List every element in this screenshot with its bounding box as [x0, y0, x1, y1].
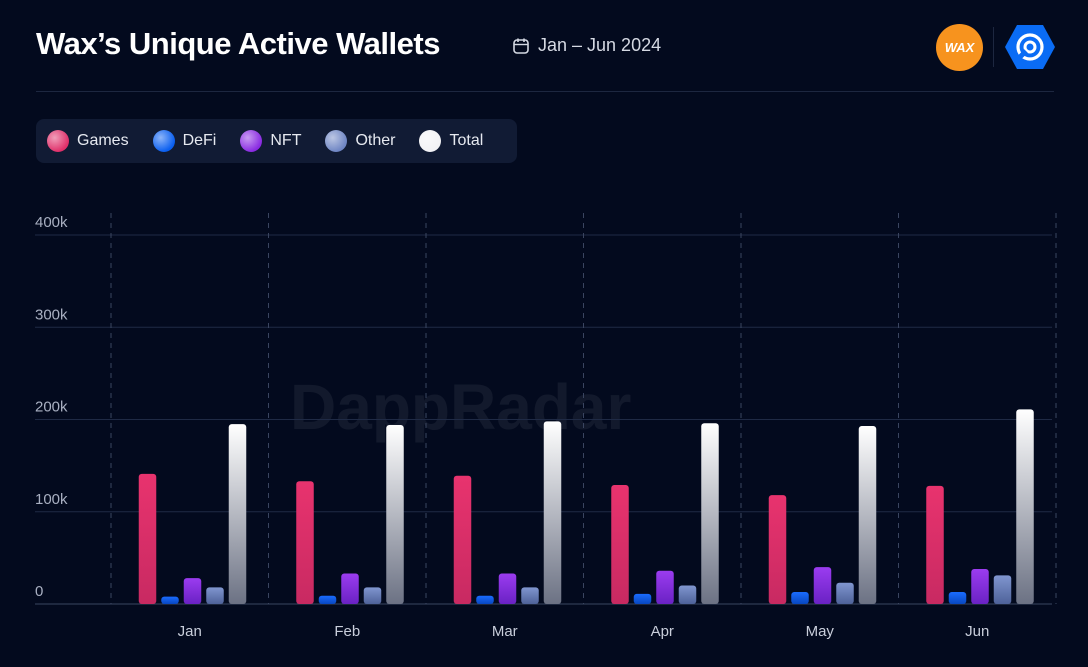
legend-item-total[interactable]: Total: [419, 130, 483, 152]
legend-item-games[interactable]: Games: [47, 130, 129, 152]
x-tick-label: Apr: [651, 623, 674, 640]
bar-nft-jan: [183, 578, 202, 604]
bar-nft-feb: [341, 573, 359, 604]
bar-defi-may: [791, 592, 809, 604]
bar-defi-jun: [948, 592, 967, 604]
bar-games-jun: [926, 485, 944, 604]
legend: Games DeFi NFT Other Total: [36, 119, 517, 163]
bar-other-jun: [993, 575, 1012, 604]
bar-other-feb: [363, 587, 382, 604]
legend-label: Games: [77, 132, 129, 149]
y-tick-label: 0: [35, 583, 43, 600]
bar-defi-mar: [476, 595, 494, 604]
bar-games-jan: [138, 473, 157, 604]
divider: [993, 27, 994, 67]
legend-swatch: [325, 130, 348, 152]
bar-games-apr: [611, 484, 629, 604]
y-tick-label: 400k: [35, 214, 68, 231]
header-divider: [36, 91, 1054, 92]
logos: WAX: [936, 23, 1056, 71]
bar-nft-mar: [498, 573, 517, 604]
bar-other-jan: [206, 587, 224, 604]
bar-games-feb: [296, 481, 314, 604]
page-title: Wax’s Unique Active Wallets: [36, 26, 440, 61]
bar-total-may: [858, 425, 877, 604]
legend-swatch: [240, 130, 263, 152]
date-range-text: Jan – Jun 2024: [538, 35, 662, 55]
legend-item-defi[interactable]: DeFi: [152, 130, 217, 152]
bar-total-apr: [701, 423, 719, 604]
x-tick-label: Jun: [965, 623, 989, 640]
bar-other-may: [836, 582, 854, 604]
bar-games-may: [768, 495, 787, 604]
x-tick-label: Mar: [492, 623, 518, 640]
bar-total-mar: [543, 421, 562, 604]
bar-nft-may: [813, 567, 832, 604]
watermark: DappRadar: [290, 370, 631, 444]
legend-label: NFT: [270, 132, 302, 149]
bar-nft-jun: [971, 568, 989, 604]
legend-label: Other: [355, 132, 396, 149]
watermark-text: DappRadar: [290, 371, 632, 443]
calendar-icon: [513, 38, 529, 54]
legend-swatch: [419, 130, 442, 152]
x-tick-label: May: [806, 623, 835, 640]
legend-label: Total: [449, 132, 484, 149]
legend-swatch: [152, 130, 175, 152]
wax-logo-text: WAX: [944, 39, 975, 55]
date-range: Jan – Jun 2024: [512, 35, 661, 56]
bar-defi-feb: [318, 595, 337, 604]
dappradar-logo-icon: [1005, 25, 1055, 69]
bar-total-feb: [386, 425, 404, 604]
bar-total-jan: [228, 424, 247, 604]
x-tick-label: Jan: [178, 623, 202, 640]
bar-total-jun: [1016, 409, 1034, 604]
legend-label: DeFi: [182, 132, 217, 149]
bar-other-apr: [678, 585, 697, 604]
legend-swatch: [47, 130, 69, 152]
bar-defi-jan: [161, 596, 179, 604]
y-tick-label: 100k: [35, 491, 68, 508]
y-tick-label: 200k: [35, 399, 68, 416]
bar-other-mar: [521, 587, 539, 604]
wax-logo: WAX: [936, 23, 983, 71]
bar-games-mar: [453, 475, 472, 604]
y-tick-label: 300k: [35, 306, 68, 323]
legend-item-nft[interactable]: NFT: [240, 130, 301, 152]
bar-defi-apr: [633, 593, 652, 604]
legend-item-other[interactable]: Other: [325, 130, 395, 152]
bar-nft-apr: [656, 570, 674, 604]
x-tick-label: Feb: [334, 623, 360, 640]
